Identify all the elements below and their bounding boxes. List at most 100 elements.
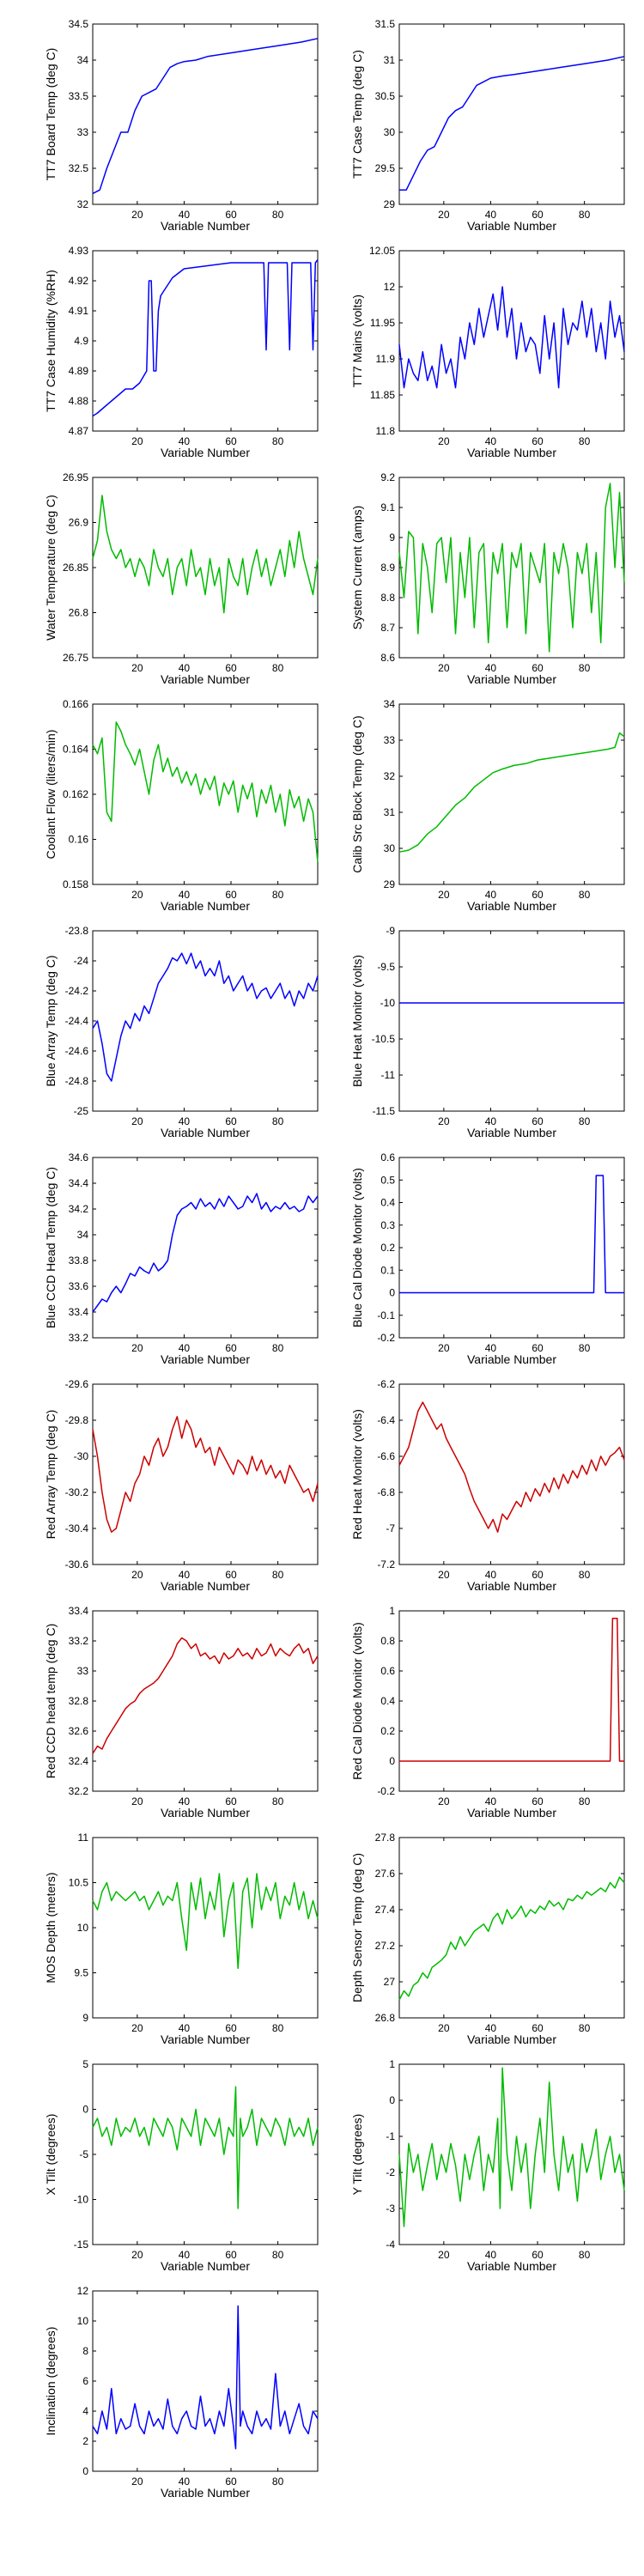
chart-12-ytick-label: 0.2 <box>380 1242 395 1254</box>
chart-10-xtick-label: 60 <box>532 1115 544 1127</box>
chart-19-plot-frame <box>92 2063 319 2245</box>
chart-17-xtick-label: 60 <box>225 2022 237 2034</box>
chart-21-ytick-label: 8 <box>82 2345 88 2357</box>
chart-12-ytick-label: 0 <box>389 1287 395 1299</box>
chart-2-ytick-label: 30 <box>384 126 396 138</box>
chart-20-xtick-label: 60 <box>532 2249 544 2261</box>
chart-13-xtick-label: 60 <box>225 1569 237 1581</box>
chart-4-ytick-label: 12.05 <box>369 245 395 257</box>
chart-13-series-line <box>92 1416 319 1533</box>
chart-16-ytick-label: 0.2 <box>380 1725 395 1737</box>
chart-4-plot-frame <box>398 250 625 432</box>
chart-7-ytick-label: 0.158 <box>63 878 88 890</box>
chart-13-ytick-label: -30.6 <box>65 1558 89 1571</box>
chart-21-ytick-label: 12 <box>77 2285 89 2297</box>
chart-4-ytick-label: 12 <box>384 281 396 293</box>
chart-11-series-line <box>92 1193 319 1313</box>
chart-17-ytick-label: 9.5 <box>74 1967 88 1979</box>
chart-11-ytick-label: 34.4 <box>69 1177 89 1189</box>
chart-5-ytick-label: 26.75 <box>63 652 88 664</box>
chart-16-ytick-label: 1 <box>389 1605 395 1617</box>
chart-10-ytick-label: -9.5 <box>377 961 395 973</box>
chart-6-ylabel: System Current (amps) <box>350 506 364 630</box>
chart-17-ytick-label: 9 <box>82 2012 88 2024</box>
chart-8-ytick-label: 32 <box>384 770 396 782</box>
chart-9-xtick-label: 20 <box>131 1115 143 1127</box>
chart-4-xtick-label: 80 <box>579 435 591 447</box>
chart-7-plot-frame <box>92 703 319 885</box>
chart-7-ylabel: Coolant Flow (liters/min) <box>44 730 58 860</box>
chart-9-series-line <box>92 952 319 1082</box>
chart-18-xtick-label: 60 <box>532 2022 544 2034</box>
chart-17-ytick-label: 10.5 <box>69 1877 89 1889</box>
chart-15-series-line <box>92 1637 319 1754</box>
chart-3-ytick-label: 4.92 <box>69 275 89 287</box>
chart-1-ytick-label: 32.5 <box>69 162 89 174</box>
chart-15-ytick-label: 33.2 <box>69 1635 89 1647</box>
chart-20-xtick-label: 80 <box>579 2249 591 2261</box>
chart-2-ylabel: TT7 Case Temp (deg C) <box>350 50 364 179</box>
chart-20-xtick-label: 20 <box>438 2249 450 2261</box>
chart-5-ylabel: Water Temperature (deg C) <box>44 495 58 641</box>
chart-2-ytick-label: 30.5 <box>375 90 396 102</box>
chart-6-xtick-label: 40 <box>485 662 497 674</box>
chart-4-ytick-label: 11.8 <box>376 425 396 437</box>
chart-9-ytick-label: -24.6 <box>65 1045 89 1057</box>
chart-6-xtick-label: 80 <box>579 662 591 674</box>
chart-15-xtick-label: 60 <box>225 1795 237 1807</box>
chart-7-ytick-label: 0.164 <box>63 744 88 756</box>
chart-18-ytick-label: 26.8 <box>375 2012 396 2024</box>
chart-6-xlabel: Variable Number <box>467 672 556 686</box>
chart-21-plot-frame <box>92 2290 319 2472</box>
chart-5-ytick-label: 26.9 <box>69 517 89 529</box>
chart-4-xlabel: Variable Number <box>467 446 556 459</box>
chart-10-ylabel: Blue Heat Monitor (volts) <box>350 955 364 1087</box>
chart-2-xtick-label: 40 <box>485 209 497 221</box>
chart-16-xtick-label: 80 <box>579 1795 591 1807</box>
chart-12-xtick-label: 60 <box>532 1342 544 1354</box>
chart-7-xtick-label: 60 <box>225 889 237 901</box>
chart-19-ytick-label: 0 <box>82 2104 88 2116</box>
chart-10-ytick-label: -10 <box>380 997 396 1009</box>
chart-18-ytick-label: 27.6 <box>375 1868 396 1880</box>
chart-2-xtick-label: 80 <box>579 209 591 221</box>
chart-17-xtick-label: 40 <box>179 2022 191 2034</box>
chart-5-plot-frame <box>92 477 319 659</box>
chart-13-xtick-label: 80 <box>272 1569 284 1581</box>
chart-8-ytick-label: 29 <box>384 878 396 890</box>
chart-3-ytick-label: 4.9 <box>74 335 88 347</box>
chart-15-xtick-label: 40 <box>179 1795 191 1807</box>
chart-13-xtick-label: 20 <box>131 1569 143 1581</box>
chart-6-series-line <box>398 483 625 653</box>
chart-4-ytick-label: 11.95 <box>370 317 395 329</box>
chart-3-ytick-label: 4.88 <box>69 395 89 407</box>
chart-21-series-line <box>92 2305 319 2450</box>
chart-13-ytick-label: -29.8 <box>65 1414 89 1426</box>
chart-7-xtick-label: 40 <box>179 889 191 901</box>
chart-9-xtick-label: 80 <box>272 1115 284 1127</box>
chart-21-ylabel: Inclination (degrees) <box>44 2327 58 2436</box>
chart-11-xlabel: Variable Number <box>161 1352 250 1366</box>
chart-20-ytick-label: -2 <box>386 2166 395 2178</box>
chart-8-ytick-label: 33 <box>384 734 396 746</box>
chart-14-ytick-label: -7 <box>386 1522 395 1534</box>
chart-15-ytick-label: 32.8 <box>69 1695 89 1707</box>
chart-18-ytick-label: 27 <box>384 1976 396 1988</box>
chart-5-ytick-label: 26.95 <box>63 471 88 483</box>
chart-20-xlabel: Variable Number <box>467 2259 556 2273</box>
chart-11-ytick-label: 34.6 <box>69 1151 89 1163</box>
chart-18-ytick-label: 27.8 <box>375 1832 396 1844</box>
chart-14-ylabel: Red Heat Monitor (volts) <box>350 1409 364 1540</box>
chart-20-ytick-label: 0 <box>389 2094 395 2106</box>
chart-21-xtick-label: 80 <box>272 2476 284 2488</box>
chart-2-ytick-label: 31.5 <box>375 18 396 30</box>
chart-21-xtick-label: 60 <box>225 2476 237 2488</box>
chart-6-ytick-label: 8.9 <box>380 562 395 574</box>
chart-20-ytick-label: -1 <box>386 2130 395 2142</box>
chart-2-ytick-label: 29 <box>384 198 396 210</box>
chart-17-xlabel: Variable Number <box>161 2032 250 2046</box>
chart-14-ytick-label: -6.4 <box>377 1414 395 1426</box>
chart-8-xlabel: Variable Number <box>467 899 556 913</box>
chart-13-ytick-label: -29.6 <box>65 1378 89 1390</box>
chart-16-ytick-label: 0.4 <box>380 1695 395 1707</box>
